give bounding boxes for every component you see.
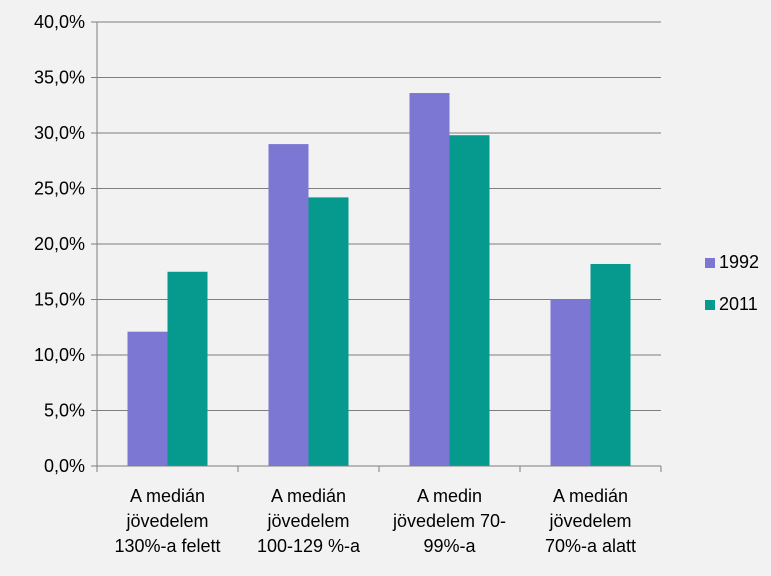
- bar-1992-2: [409, 93, 450, 466]
- x-category-label: A medián jövedelem 100-129 %-a: [257, 486, 361, 556]
- y-tick-label: 0,0%: [44, 456, 85, 476]
- legend-swatch-2011: [705, 300, 715, 310]
- y-tick-label: 20,0%: [34, 234, 85, 254]
- x-category-label-line: jövedelem 70-: [392, 511, 506, 531]
- bar-1992-0: [127, 331, 168, 466]
- x-category-label-line: jövedelem: [266, 511, 349, 531]
- bar-2011-2: [449, 135, 490, 466]
- y-tick-label: 40,0%: [34, 12, 85, 32]
- bar-2011-3: [590, 263, 631, 466]
- legend-label: 2011: [719, 294, 758, 314]
- x-category-label-line: 70%-a alatt: [545, 536, 636, 556]
- x-axis-category-labels: A medián jövedelem 130%-a felett A medián jö…: [114, 486, 636, 556]
- x-category-label-line: 100-129 %-a: [257, 536, 361, 556]
- bar-2011-1: [308, 197, 349, 466]
- bar-1992-1: [268, 144, 309, 466]
- y-tick-label: 15,0%: [34, 290, 85, 310]
- x-category-label: A medián jövedelem 70%-a alatt: [545, 486, 636, 556]
- x-category-label-line: A medián: [271, 486, 346, 506]
- x-category-label-line: A medin: [417, 486, 482, 506]
- x-category-label-line: 99%-a: [423, 536, 476, 556]
- axes: [91, 21, 662, 472]
- x-category-label-line: A medián: [553, 486, 628, 506]
- y-axis-tick-labels: 0,0% 5,0% 10,0% 15,0% 20,0% 25,0% 30,0% 35,0% 40…: [34, 12, 85, 476]
- y-tick-label: 35,0%: [34, 68, 85, 88]
- y-tick-label: 10,0%: [34, 345, 85, 365]
- x-category-label: A medin jövedelem 70- 99%-a: [392, 486, 506, 556]
- legend-label: 1992: [719, 252, 759, 272]
- legend: 1992 2011: [705, 252, 759, 314]
- y-tick-label: 25,0%: [34, 179, 85, 199]
- bar-2011-0: [167, 271, 208, 466]
- y-tick-label: 5,0%: [44, 401, 85, 421]
- y-tick-label: 30,0%: [34, 123, 85, 143]
- bar-1992-3: [550, 299, 591, 466]
- x-category-label-line: jövedelem: [548, 511, 631, 531]
- x-category-label-line: jövedelem: [125, 511, 208, 531]
- x-category-label: A medián jövedelem 130%-a felett: [114, 486, 220, 556]
- x-category-label-line: 130%-a felett: [114, 536, 220, 556]
- x-category-label-line: A medián: [130, 486, 205, 506]
- bars: [127, 93, 631, 466]
- legend-swatch-1992: [705, 258, 715, 268]
